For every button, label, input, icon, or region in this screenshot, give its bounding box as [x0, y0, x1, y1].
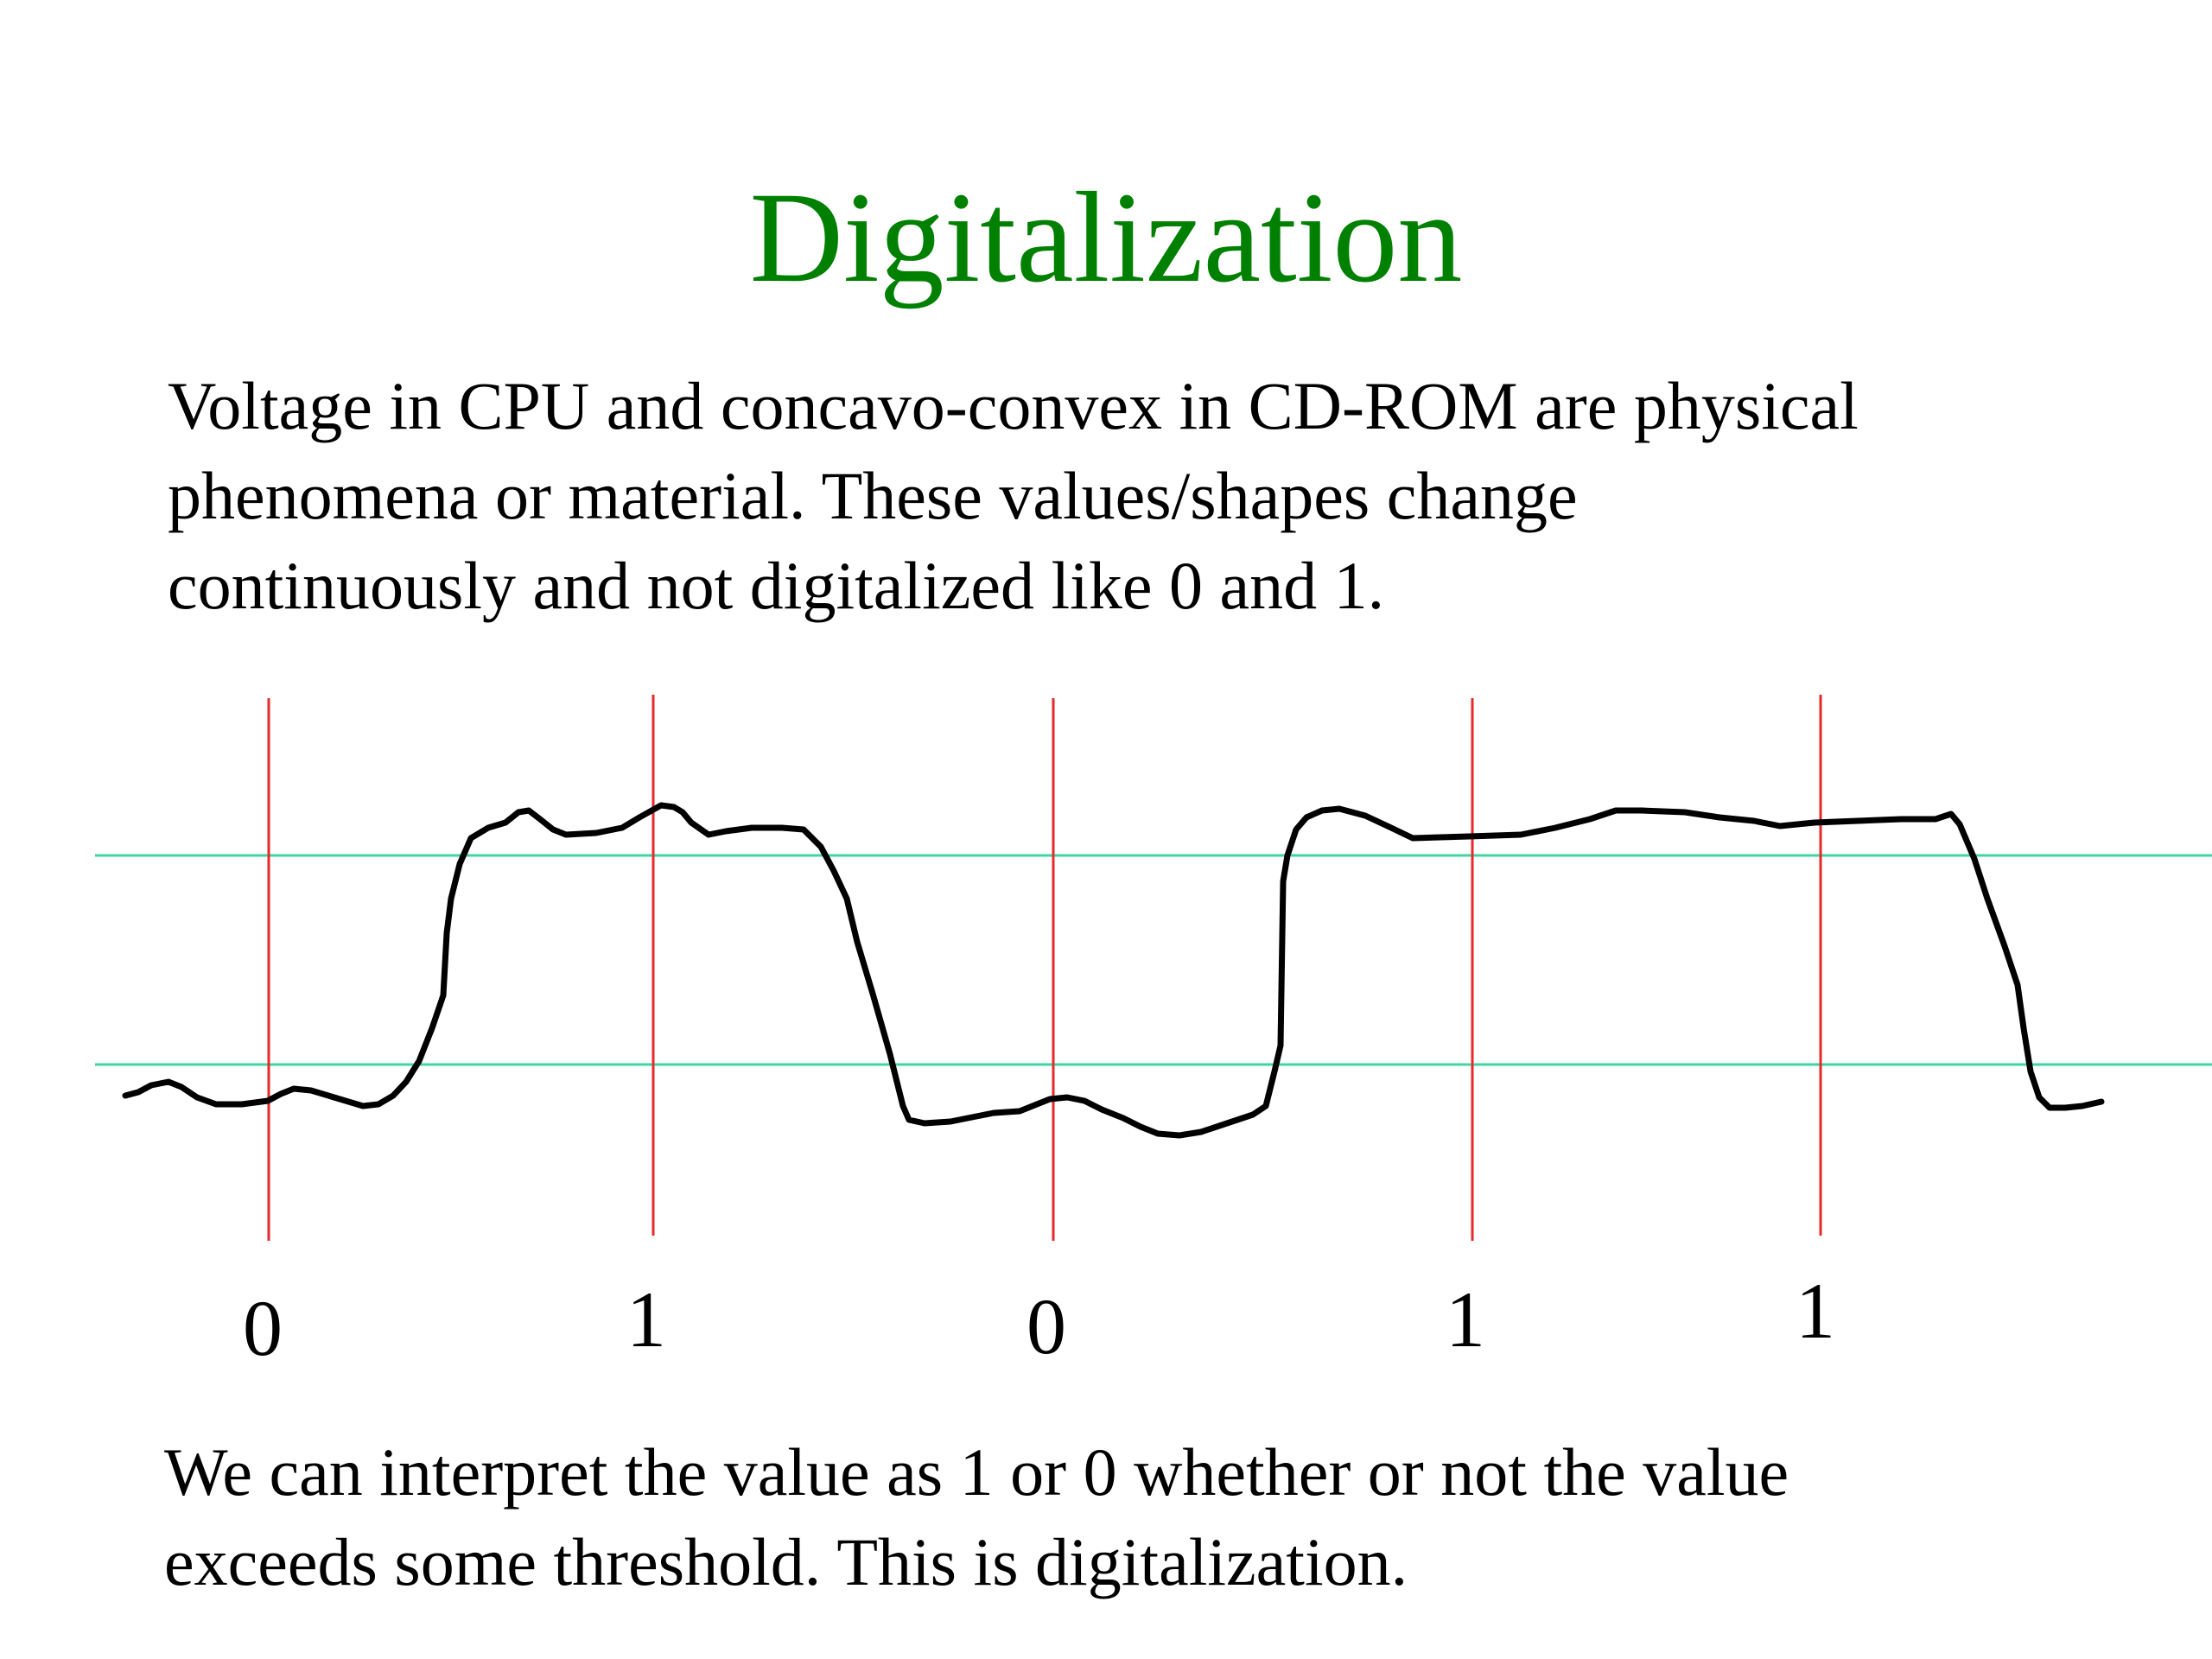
conclusion-line: We can interpret the value as 1 or 0 whe…	[164, 1434, 1789, 1510]
analog-signal-curve	[122, 802, 2105, 1139]
intro-line: phenomena or material. These values/shap…	[168, 458, 1578, 533]
bit-label: 0	[1027, 1282, 1066, 1370]
slide-title: Digitalization	[749, 166, 1463, 309]
conclusion-line: exceeds some threshold. This is digitali…	[164, 1524, 1408, 1599]
intro-paragraph: Voltage in CPU and concavo-convex in CD-…	[168, 361, 1859, 631]
intro-line: Voltage in CPU and concavo-convex in CD-…	[168, 368, 1859, 443]
bit-label: 1	[1796, 1267, 1835, 1355]
intro-line: continuously and not digitalized like 0 …	[168, 548, 1385, 623]
bit-label: 0	[243, 1284, 283, 1372]
conclusion-paragraph: We can interpret the value as 1 or 0 whe…	[164, 1427, 1789, 1607]
bit-label: 1	[626, 1275, 666, 1363]
bit-label: 1	[1446, 1275, 1485, 1363]
